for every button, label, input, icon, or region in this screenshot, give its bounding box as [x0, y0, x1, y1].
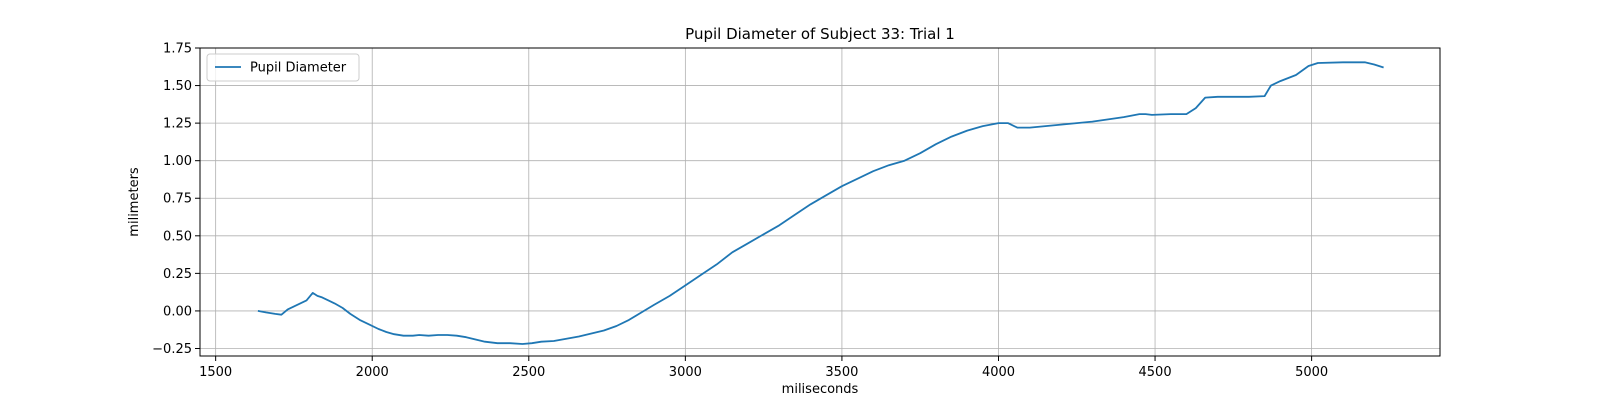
y-axis-label: milimeters [127, 167, 142, 237]
y-tick-label: 1.75 [163, 42, 192, 57]
y-tick-label: 1.00 [163, 154, 192, 169]
x-tick-label: 4000 [982, 365, 1015, 380]
x-tick-label: 3000 [669, 365, 702, 380]
y-tick-label: 0.25 [163, 267, 192, 282]
y-tick-label: 0.00 [163, 304, 192, 319]
x-tick-label: 2500 [512, 365, 545, 380]
series-layer [257, 61, 1384, 345]
x-tick-label: 1500 [199, 365, 232, 380]
y-tick-label: 0.50 [163, 229, 192, 244]
y-tick-label: 1.50 [163, 79, 192, 94]
y-tick-label: −0.25 [152, 342, 192, 357]
grid [200, 47, 1440, 356]
x-axis-label: miliseconds [782, 382, 859, 397]
chart-title: Pupil Diameter of Subject 33: Trial 1 [685, 25, 955, 43]
x-tick-label: 5000 [1295, 365, 1328, 380]
ticks: 1500 2000 2500 3000 3500 4000 4500 5000 −0.25 0.0… [152, 42, 1328, 381]
y-tick-label: 1.25 [163, 117, 192, 132]
legend-box [206, 53, 360, 82]
plot-area-frame [199, 47, 1441, 357]
x-tick-label: 4500 [1139, 365, 1172, 380]
y-tick-label: 0.75 [163, 192, 192, 207]
legend: Pupil Diameter [206, 53, 360, 82]
legend-label: Pupil Diameter [250, 61, 347, 76]
series-line-pupil-diameter [257, 61, 1384, 345]
x-tick-label: 2000 [356, 365, 389, 380]
x-tick-label: 3500 [825, 365, 858, 380]
